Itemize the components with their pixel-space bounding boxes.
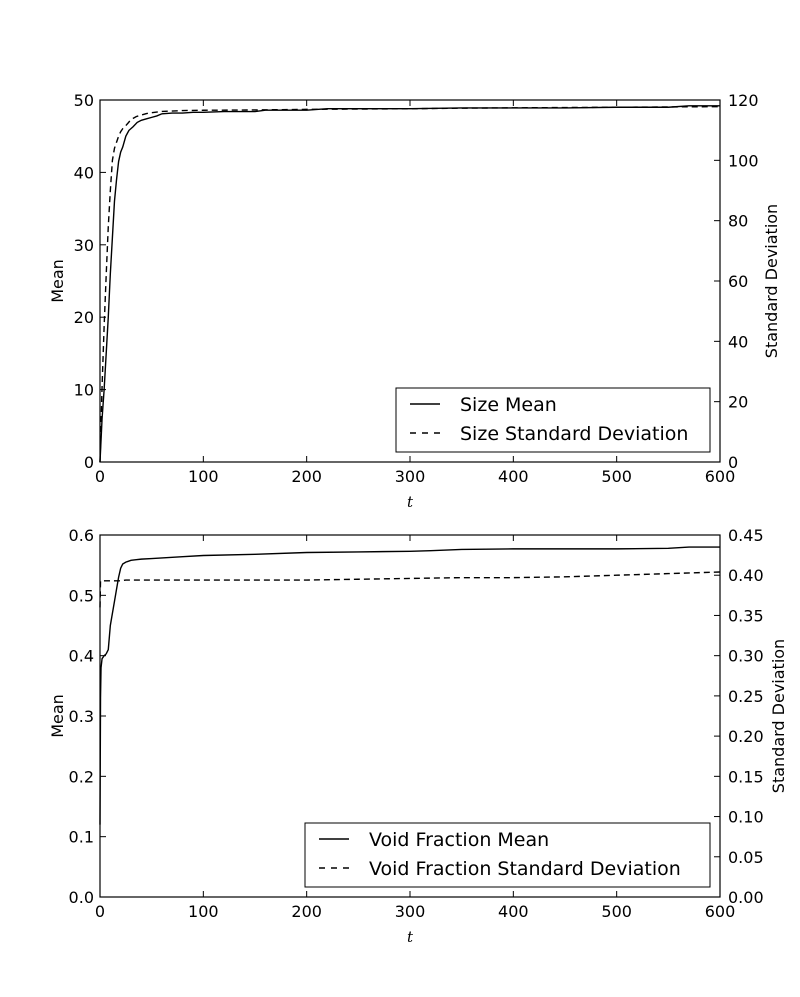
y2-tick-label: 0.10 xyxy=(728,808,764,827)
legend-box xyxy=(304,822,711,888)
x-tick-label: 300 xyxy=(395,467,426,486)
x-tick-label: 100 xyxy=(188,902,219,921)
y2-tick-label: 0.35 xyxy=(728,606,764,625)
y2-tick-label: 0.40 xyxy=(728,566,764,585)
chart-void-fraction: 0 100 200 300 400 500 600 0.0 0.1 0.2 0.3 0.4 0.5 0.6… xyxy=(48,526,788,946)
y-tick-label: 30 xyxy=(74,236,94,255)
y2-tick-label: 0.25 xyxy=(728,687,764,706)
legend: Void Fraction Mean Void Fraction Standard… xyxy=(304,822,711,888)
y2-tick-label: 40 xyxy=(728,332,748,351)
y2-tick-label: 0.15 xyxy=(728,767,764,786)
y-tick-label: 40 xyxy=(74,163,94,182)
x-tick-label: 600 xyxy=(705,902,736,921)
y-tick-label: 0.5 xyxy=(69,586,94,605)
x-axis-label: t xyxy=(407,928,414,946)
y-tick-label: 50 xyxy=(74,91,94,110)
y2-tick-label: 0.05 xyxy=(728,848,764,867)
y2-axis-label: Standard Deviation xyxy=(769,639,788,793)
x-tick-label: 100 xyxy=(188,467,219,486)
legend: Size Mean Size Standard Deviation xyxy=(395,387,711,453)
y2-tick-label: 100 xyxy=(728,151,759,170)
x-tick-label: 400 xyxy=(498,467,529,486)
y2-tick-label: 0 xyxy=(728,453,738,472)
y-tick-label: 10 xyxy=(74,381,94,400)
x-tick-label: 0 xyxy=(95,902,105,921)
legend-label-size-mean: Size Mean xyxy=(460,394,557,416)
y-tick-label: 0.0 xyxy=(69,888,94,907)
series-line-void-fraction-mean xyxy=(99,546,720,825)
legend-label-size-standard-deviation: Size Standard Deviation xyxy=(460,423,688,445)
y-tick-label: 0.3 xyxy=(69,707,94,726)
y-tick-label: 20 xyxy=(74,308,94,327)
y2-tick-label: 20 xyxy=(728,393,748,412)
legend-box xyxy=(395,387,711,453)
series-line-void-fraction-standard-deviation xyxy=(99,571,721,608)
y-tick-label: 0 xyxy=(84,453,94,472)
y-axis-label: Mean xyxy=(48,259,67,303)
y2-tick-label: 0.30 xyxy=(728,647,764,666)
x-tick-label: 500 xyxy=(601,902,632,921)
x-tick-label: 500 xyxy=(601,467,632,486)
x-tick-label: 200 xyxy=(291,902,322,921)
y-tick-label: 0.1 xyxy=(69,828,94,847)
x-tick-label: 200 xyxy=(291,467,322,486)
series-line-size-standard-deviation xyxy=(99,105,721,463)
x-tick-label: 600 xyxy=(705,467,736,486)
y2-tick-label: 0.00 xyxy=(728,888,764,907)
x-tick-label: 400 xyxy=(498,902,529,921)
legend-label-void-fraction-mean: Void Fraction Mean xyxy=(369,829,549,851)
y2-tick-label: 0.45 xyxy=(728,526,764,545)
y2-tick-label: 0.20 xyxy=(728,727,764,746)
y2-tick-label: 80 xyxy=(728,212,748,231)
x-axis-label: t xyxy=(407,493,414,511)
y2-axis-label: Standard Deviation xyxy=(762,204,781,358)
x-tick-label: 300 xyxy=(395,902,426,921)
legend-label-void-fraction-standard-deviation: Void Fraction Standard Deviation xyxy=(369,858,681,880)
y-tick-label: 0.4 xyxy=(69,647,94,666)
y2-tick-label: 60 xyxy=(728,272,748,291)
y-axis-label: Mean xyxy=(48,694,67,738)
y-tick-label: 0.6 xyxy=(69,526,94,545)
y2-tick-label: 120 xyxy=(728,91,759,110)
chart-size: 0 100 200 300 400 500 600010203040500204060801… xyxy=(48,91,781,511)
y-tick-label: 0.2 xyxy=(69,767,94,786)
x-tick-label: 0 xyxy=(95,467,105,486)
